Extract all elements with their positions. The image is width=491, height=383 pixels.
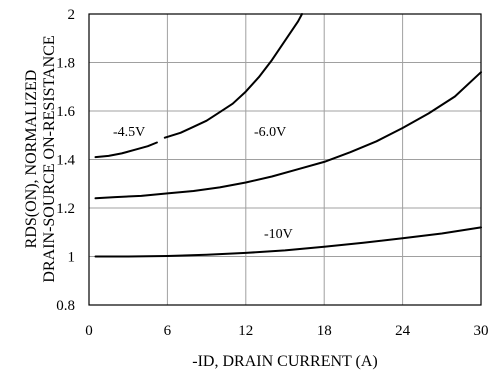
y-axis-label-line-2: DRAIN-SOURCE ON-RESISTANCE	[41, 35, 58, 282]
series-curves	[94, 13, 482, 258]
x-tick-label: 24	[395, 323, 411, 339]
y-tick-label: 1.8	[56, 56, 75, 72]
y-tick-label: 1.6	[56, 104, 75, 120]
y-tick-label: 1.4	[56, 153, 75, 169]
tick-labels: 0 6 12 18 24 30 0.8 1 1.2 1.4 1.6 1.8 2	[56, 7, 488, 339]
series-line-4-5v-seg-0	[94, 141, 158, 159]
x-tick-label: 30	[474, 323, 489, 339]
plot-frame	[88, 13, 482, 306]
y-axis-label-line-1: RDS(ON), NORMALIZED	[23, 70, 40, 249]
series-line-10v	[94, 226, 482, 258]
x-axis-label: -ID, DRAIN CURRENT (A)	[192, 353, 377, 370]
series-label-10v: -10V	[264, 227, 293, 242]
grid-lines	[89, 14, 481, 305]
series-label-6-0v: -6.0V	[254, 125, 286, 140]
x-tick-label: 18	[317, 323, 332, 339]
x-tick-label: 0	[85, 323, 93, 339]
series-line-6-0v	[94, 71, 482, 200]
y-tick-label: 2	[68, 7, 76, 23]
y-axis-label: RDS(ON), NORMALIZED DRAIN-SOURCE ON-RESI…	[23, 35, 58, 282]
y-tick-label: 0.8	[56, 298, 75, 314]
y-tick-label: 1.2	[56, 201, 75, 217]
x-tick-label: 6	[164, 323, 172, 339]
series-line-4-5v-seg-1	[163, 13, 303, 139]
x-tick-label: 12	[238, 323, 253, 339]
series-label-4-5v: -4.5V	[113, 125, 145, 140]
y-tick-label: 1	[68, 250, 76, 266]
